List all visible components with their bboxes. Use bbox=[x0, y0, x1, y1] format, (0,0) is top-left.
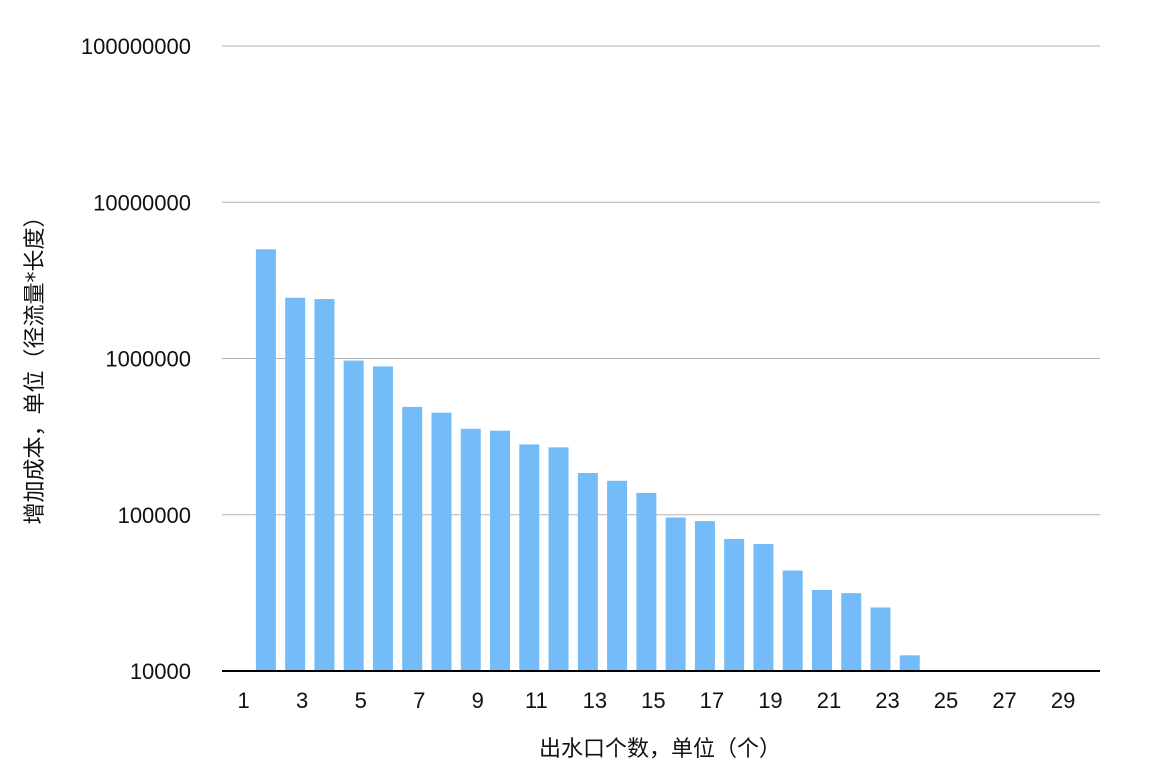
bar bbox=[870, 607, 891, 671]
x-tick-label: 3 bbox=[296, 688, 308, 713]
x-tick-label: 23 bbox=[875, 688, 899, 713]
x-tick-label: 11 bbox=[525, 688, 548, 713]
x-tick-label: 13 bbox=[583, 688, 607, 713]
bars bbox=[255, 249, 920, 671]
y-tick-label: 1000000 bbox=[105, 347, 191, 372]
bar bbox=[372, 366, 393, 671]
bar bbox=[694, 521, 715, 671]
x-tick-label: 15 bbox=[641, 688, 665, 713]
bar bbox=[724, 538, 745, 671]
x-tick-label: 9 bbox=[472, 688, 484, 713]
bar bbox=[841, 593, 862, 671]
y-tick-label: 10000 bbox=[130, 659, 191, 684]
bar bbox=[753, 543, 774, 671]
bar bbox=[460, 428, 481, 671]
x-tick-label: 27 bbox=[992, 688, 1016, 713]
bar bbox=[607, 480, 628, 671]
x-tick-label: 19 bbox=[758, 688, 782, 713]
x-tick-label: 21 bbox=[817, 688, 841, 713]
y-axis-title: 增加成本，单位（径流量*长度） bbox=[23, 205, 48, 524]
bar bbox=[285, 297, 306, 671]
bar bbox=[490, 430, 511, 671]
y-axis-tick-labels: 10000 100000 1000000 10000000 100000000 bbox=[81, 34, 191, 684]
bar bbox=[782, 570, 803, 671]
y-tick-label: 10000000 bbox=[93, 190, 191, 215]
x-tick-label: 17 bbox=[700, 688, 724, 713]
bar bbox=[431, 412, 452, 671]
bar bbox=[314, 299, 335, 671]
x-axis-title: 出水口个数，单位（个） bbox=[539, 737, 781, 762]
bar bbox=[255, 249, 276, 671]
bar bbox=[548, 447, 569, 671]
y-tick-label: 100000000 bbox=[81, 34, 191, 59]
bar bbox=[577, 473, 598, 671]
x-tick-label: 1 bbox=[238, 688, 250, 713]
bar bbox=[519, 444, 540, 671]
x-tick-label: 25 bbox=[934, 688, 958, 713]
bar bbox=[899, 655, 920, 671]
bar bbox=[636, 492, 657, 671]
y-tick-label: 100000 bbox=[118, 503, 191, 528]
bar bbox=[343, 360, 364, 671]
x-tick-label: 29 bbox=[1051, 688, 1075, 713]
gridlines bbox=[222, 45, 1100, 516]
bar bbox=[665, 517, 686, 671]
bar bbox=[402, 406, 423, 671]
x-tick-label: 7 bbox=[413, 688, 425, 713]
x-tick-label: 5 bbox=[355, 688, 367, 713]
x-axis-tick-labels: 1 3 5 7 9 11 13 15 17 19 21 23 25 27 29 bbox=[238, 688, 1076, 713]
bar bbox=[811, 589, 832, 671]
